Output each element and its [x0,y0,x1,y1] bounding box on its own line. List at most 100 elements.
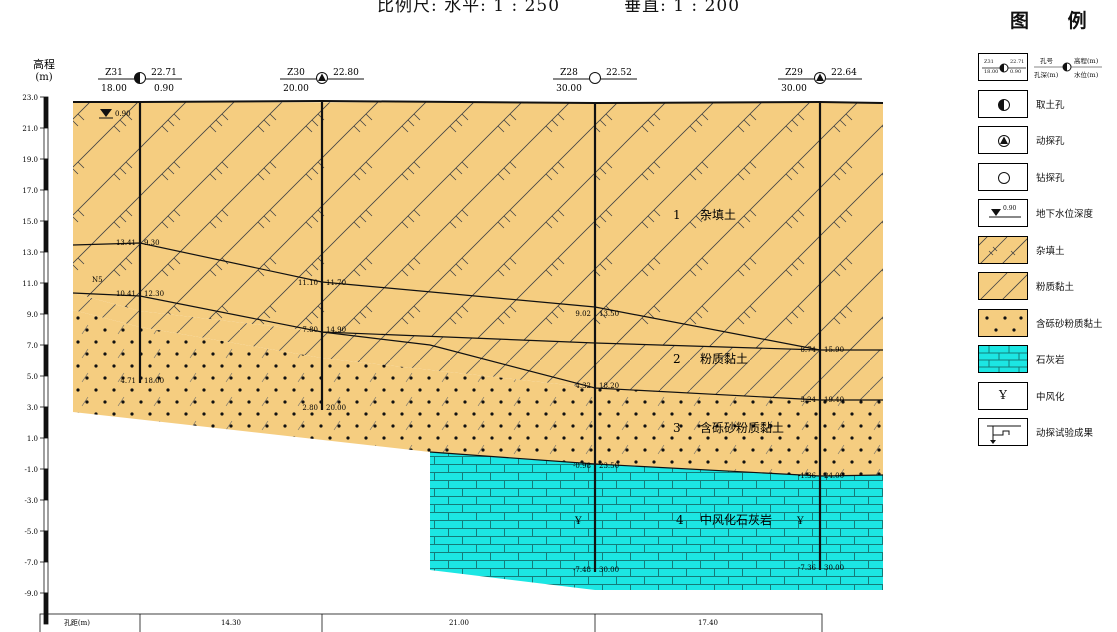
axis-segment [43,251,49,284]
layer-fill-soil [73,102,883,350]
axis-tick-label: -5.0 [25,528,39,536]
borehole-header-z31: Z31 18.00 22.71 0.90 [98,68,182,94]
legend-label: 粉质黏土 [1036,282,1075,293]
elevation-value: 10.41 [116,290,136,298]
depth-value: 23.50 [599,462,619,470]
axis-tick-label: 13.0 [22,249,38,257]
depth-value: 30.00 [824,564,844,572]
axis-segment [43,344,49,377]
axis-tick-label: 11.0 [22,280,38,288]
water-level-label: 0.90 [115,110,131,118]
axis-tick-label: 23.0 [22,94,38,102]
depth-label: 9.02 13.50 [575,310,619,318]
elevation-value: -1.36 [798,472,816,480]
axis-tick-label: 5.0 [27,373,38,381]
borehole-header-z30: Z30 20.00 22.80 [280,68,364,94]
scale-title: 比例尺: 水平: 1 : 250 垂直: 1 : 200 [376,0,741,16]
layer-3-no: 3 [673,421,681,435]
n-value-mark: N5 [92,276,103,284]
borehole-id: Z29 [785,68,803,78]
layer-2-no: 2 [673,352,681,366]
spacing-label: 孔距(m) [64,619,90,627]
axis-tick-label: -3.0 [25,497,39,505]
layer-1-no: 1 [673,208,681,222]
legend-label: 中风化 [1036,391,1065,403]
elevation-value: 13.41 [116,239,136,247]
depth-value: 18.00 [144,377,164,385]
elevation-value: 6.74 [800,346,816,354]
depth-label: 13.41 9.30 [116,239,160,247]
axis-segment [43,189,49,222]
legend-label: 动探试验成果 [1036,428,1094,439]
drill-hole-icon [589,72,601,84]
axis-tick-label: -9.0 [25,590,39,598]
depth-value: 30.00 [599,566,619,574]
legend-key-c: 22.71 [1010,59,1025,65]
axis-segment [43,127,49,160]
axis-tick-label: 7.0 [27,342,38,350]
axis-segment [43,592,49,625]
layer-gravelly-clay [73,310,883,476]
depth-label: 4.32 18.20 [575,382,619,390]
axis-segment [43,561,49,594]
weathered-mark-z28: Ұ [574,516,582,527]
depth-value: 24.00 [824,472,844,480]
elevation-value: 7.80 [302,326,318,334]
elevation-value: 4.32 [575,382,591,390]
depth-label: 10.41 12.30 [116,290,164,298]
layer-2-name: 粉质黏土 [700,352,748,366]
fill-soil-swatch [978,235,1028,264]
legend-key-k1: 孔号 [1040,57,1053,65]
axis-segment [43,437,49,470]
weathering-symbol: Ұ [999,387,1007,402]
legend-label: 钻探孔 [1036,172,1065,184]
depth-label: 7.80 14.90 [302,326,346,334]
axis-segment [43,530,49,563]
axis-segment [43,375,49,408]
legend-key-a: Z31 [984,59,994,65]
borehole-depth: 30.00 [556,84,582,94]
depth-value: 20.00 [326,404,346,412]
legend-key-b: 18.00 [984,69,999,75]
depth-label: 2.80 20.00 [302,404,346,412]
weathered-mark-z29: Ұ [796,516,804,527]
borehole-key-icon: Z31 18.00 22.71 0.90 [978,53,1028,81]
axis-tick-label: 19.0 [22,156,38,164]
depth-value: 13.50 [599,310,619,318]
legend-label: 杂填土 [1036,245,1065,257]
axis-title: 高程 [33,57,55,71]
depth-value: 15.90 [824,346,844,354]
borehole-elevation: 22.52 [606,68,632,78]
elevation-value: -7.48 [573,566,591,574]
elevation-value: -0.98 [573,462,591,470]
axis-tick-label: 17.0 [22,187,38,195]
axis-segment [43,282,49,315]
borehole-id: Z31 [105,68,123,78]
spacing-value-2: 21.00 [449,619,469,627]
axis-tick-label: -7.0 [25,559,39,567]
axis-segment [43,96,49,129]
borehole-header-z29: Z29 30.00 22.64 [778,68,862,94]
legend-title: 图 例 [1010,10,1103,32]
legend-label: 含砾砂粉质黏土 [1036,318,1103,330]
borehole-elevation: 22.64 [831,68,857,78]
layer-limestone [430,452,883,590]
legend-label: 动探孔 [1036,136,1065,147]
depth-label: -0.98 23.50 [573,462,619,470]
depth-value: 14.90 [326,326,346,334]
elevation-value: 2.80 [302,404,318,412]
borehole-depth: 18.00 [101,84,127,94]
drill-hole-icon [978,162,1028,191]
depth-value: 12.30 [144,290,164,298]
axis-tick-label: 1.0 [27,435,38,443]
depth-label: -7.36 30.00 [798,564,844,572]
legend-label: 地下水位深度 [1036,209,1094,220]
moderate-weathering-icon: Ұ [978,381,1028,410]
layer-3-name: 含砾砂粉质黏土 [700,420,784,435]
layer-1-name: 杂填土 [700,208,736,222]
axis-tick-label: 15.0 [22,218,38,226]
legend-key-d: 0.90 [1010,69,1022,75]
dynamic-probe-hole-icon [316,72,328,84]
borehole-elevation: 22.80 [333,68,359,78]
spacing-value-1: 14.30 [221,619,241,627]
